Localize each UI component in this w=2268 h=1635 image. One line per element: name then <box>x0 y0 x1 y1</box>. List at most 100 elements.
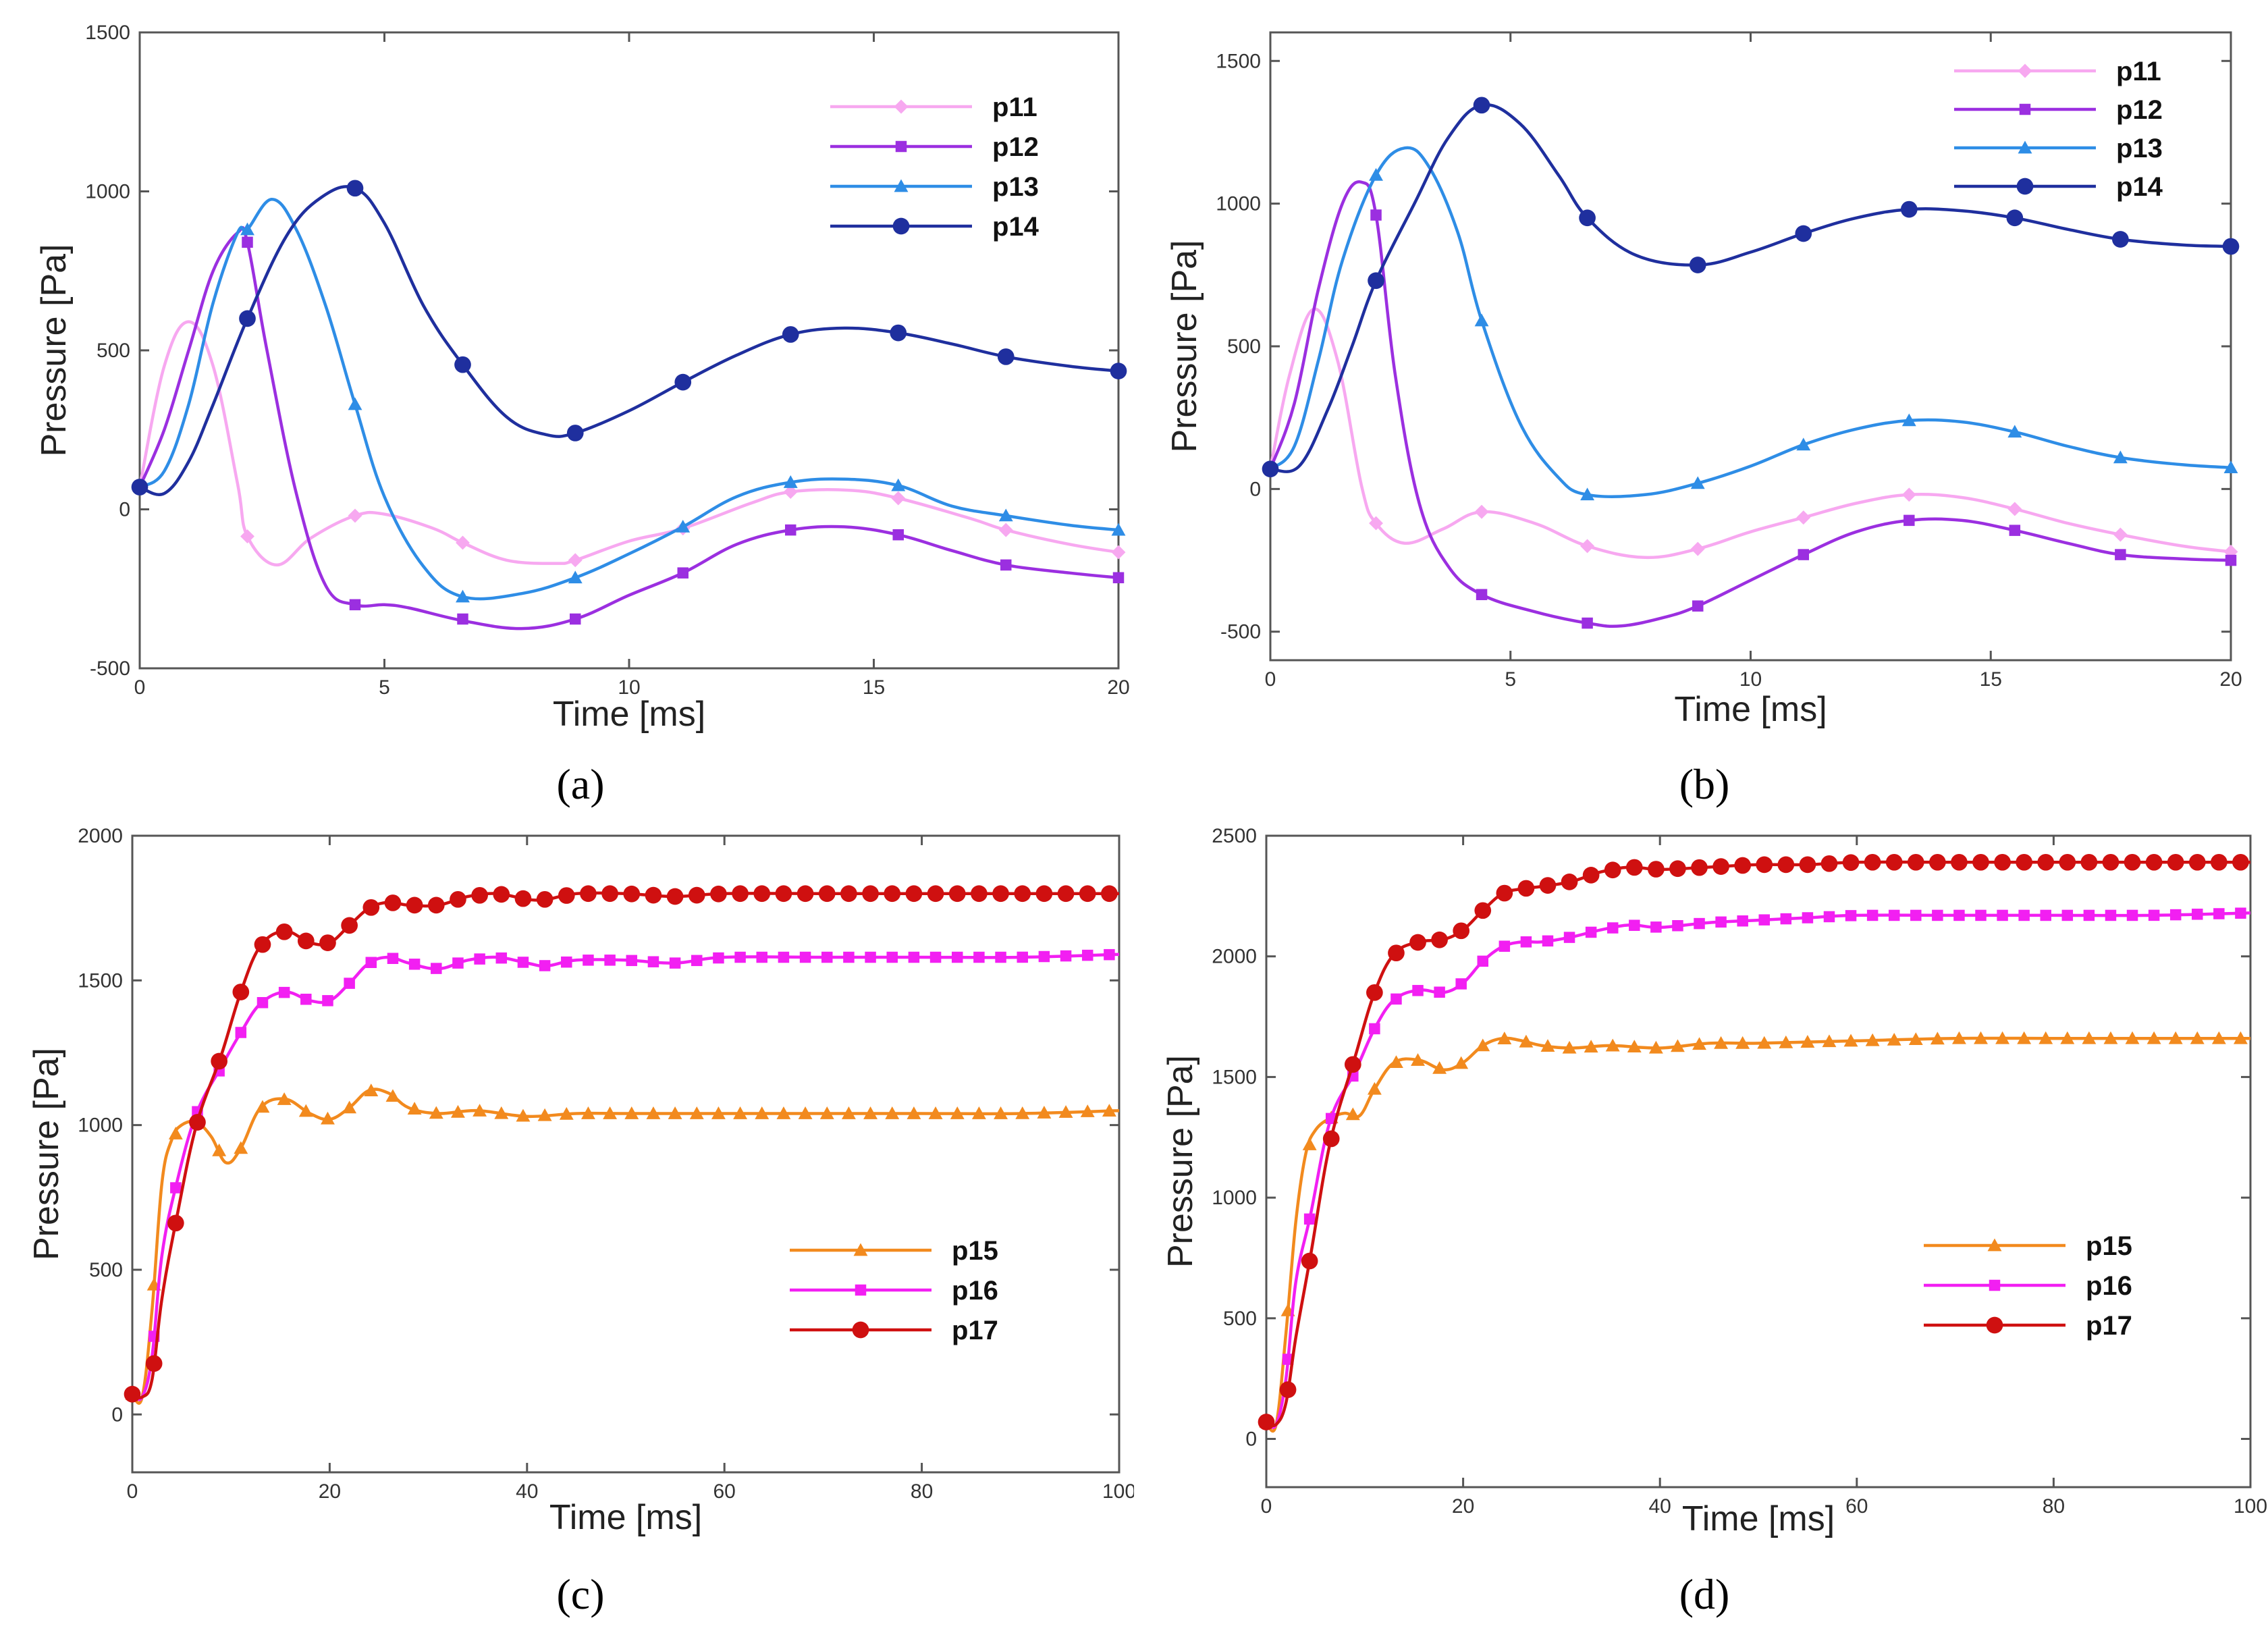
y-tick-label: -500 <box>90 658 130 680</box>
data-point-p14 <box>1368 272 1384 290</box>
y-tick-label: 0 <box>111 1403 123 1426</box>
y-tick-label: 2500 <box>1212 825 1257 847</box>
plot-frame <box>1269 31 2232 662</box>
data-point-p12 <box>1112 572 1125 584</box>
x-tick-label: 5 <box>1505 668 1516 691</box>
data-point-p14 <box>1579 209 1596 227</box>
data-point-p15 <box>1714 1036 1729 1049</box>
data-point-p16 <box>517 957 529 968</box>
legend-marker-p13 <box>894 179 909 192</box>
data-point-p16 <box>865 951 876 963</box>
data-point-p17 <box>971 885 988 903</box>
data-point-p17 <box>1388 944 1405 962</box>
data-point-p15 <box>885 1106 900 1119</box>
data-point-p17 <box>167 1214 184 1232</box>
data-point-p15 <box>168 1127 183 1140</box>
data-point-p15 <box>1995 1031 2010 1044</box>
data-point-p16 <box>1369 1023 1380 1035</box>
data-point-p16 <box>1997 909 2008 921</box>
data-point-p11 <box>1580 539 1595 554</box>
data-point-p16 <box>2018 909 2030 921</box>
data-point-p17 <box>796 885 814 903</box>
data-point-p15 <box>1822 1034 1837 1048</box>
y-tick-label: 1500 <box>78 969 123 992</box>
legend-label-p17: p17 <box>2086 1311 2132 1341</box>
series-p15 <box>1259 1031 2250 1432</box>
data-point-p13 <box>2113 450 2128 464</box>
data-point-p17 <box>1035 885 1053 903</box>
data-point-p16 <box>2105 909 2117 921</box>
data-point-p12 <box>892 529 904 541</box>
legend-marker-p17 <box>1986 1316 2003 1334</box>
y-tick-label: 1000 <box>85 181 130 203</box>
data-point-p15 <box>1080 1104 1095 1117</box>
data-point-p17 <box>992 885 1009 903</box>
data-point-p15 <box>1476 1038 1490 1052</box>
x-tick-label: 80 <box>2043 1495 2065 1518</box>
y-tick-label: 500 <box>97 340 130 362</box>
data-point-p12 <box>785 524 796 536</box>
data-point-p16 <box>387 953 399 964</box>
data-point-p15 <box>689 1106 704 1119</box>
data-point-p11 <box>998 522 1013 537</box>
data-point-p13 <box>568 570 583 584</box>
data-point-p13 <box>1580 487 1595 501</box>
data-point-p17 <box>1864 853 1881 871</box>
y-tick-label: 1500 <box>1216 50 1261 72</box>
data-point-p15 <box>994 1106 1008 1119</box>
caption-b: (b) <box>1679 760 1730 808</box>
data-point-p16 <box>1412 985 1424 996</box>
data-point-p16 <box>1694 917 1705 930</box>
data-point-p17 <box>1366 984 1383 1001</box>
data-point-p15 <box>1562 1040 1577 1054</box>
legend-marker-p17 <box>852 1321 869 1339</box>
x-tick-label: 0 <box>1265 668 1276 691</box>
data-point-p17 <box>558 887 575 904</box>
series-p14 <box>1262 97 2240 478</box>
data-point-p16 <box>626 955 638 967</box>
data-point-p17 <box>862 885 879 903</box>
data-point-p15 <box>646 1106 661 1119</box>
data-point-p13 <box>1369 167 1383 181</box>
data-point-p15 <box>1974 1031 1988 1044</box>
legend-label-p16: p16 <box>952 1276 998 1306</box>
series-line-p11 <box>1270 307 2231 560</box>
data-point-p17 <box>1057 885 1075 903</box>
data-point-p12 <box>1370 209 1382 221</box>
legend-label-p15: p15 <box>2086 1231 2132 1261</box>
chart-panel-c: 0 20 40 60 80 100 0 500 1000 1500 2000 Time [ms] Pre… <box>0 810 1136 1570</box>
data-point-p12 <box>1582 617 1593 629</box>
data-point-p15 <box>1627 1040 1642 1053</box>
data-point-p11 <box>891 491 906 506</box>
data-point-p16 <box>691 955 703 967</box>
x-tick-label: 60 <box>713 1480 736 1503</box>
data-point-p15 <box>2082 1031 2097 1044</box>
data-point-p14 <box>239 310 256 327</box>
x-tick-label: 15 <box>1980 668 2002 691</box>
data-point-p14 <box>890 324 907 342</box>
data-point-p16 <box>431 963 442 974</box>
series-p13 <box>140 198 1126 603</box>
data-point-p15 <box>559 1106 574 1120</box>
data-point-p13 <box>676 519 691 533</box>
data-point-p11 <box>240 529 254 543</box>
data-point-p17 <box>1344 1056 1361 1073</box>
data-point-p16 <box>669 957 681 969</box>
y-tick-label: 500 <box>1227 336 1261 358</box>
data-point-p15 <box>2211 1031 2226 1044</box>
data-point-p15 <box>451 1104 465 1118</box>
data-point-p15 <box>2125 1031 2140 1044</box>
data-point-p15 <box>342 1100 357 1114</box>
data-point-p17 <box>884 885 901 903</box>
x-axis-label: Time [ms] <box>553 695 705 734</box>
data-point-p12 <box>570 613 581 625</box>
data-point-p17 <box>211 1052 228 1070</box>
series-p12 <box>1270 180 2237 629</box>
data-point-p16 <box>1650 921 1662 933</box>
data-point-p15 <box>711 1106 726 1119</box>
legend-label-p11: p11 <box>992 92 1037 122</box>
legend-label-p13: p13 <box>2116 134 2163 163</box>
data-point-p11 <box>568 553 583 568</box>
data-point-p17 <box>1301 1252 1318 1270</box>
